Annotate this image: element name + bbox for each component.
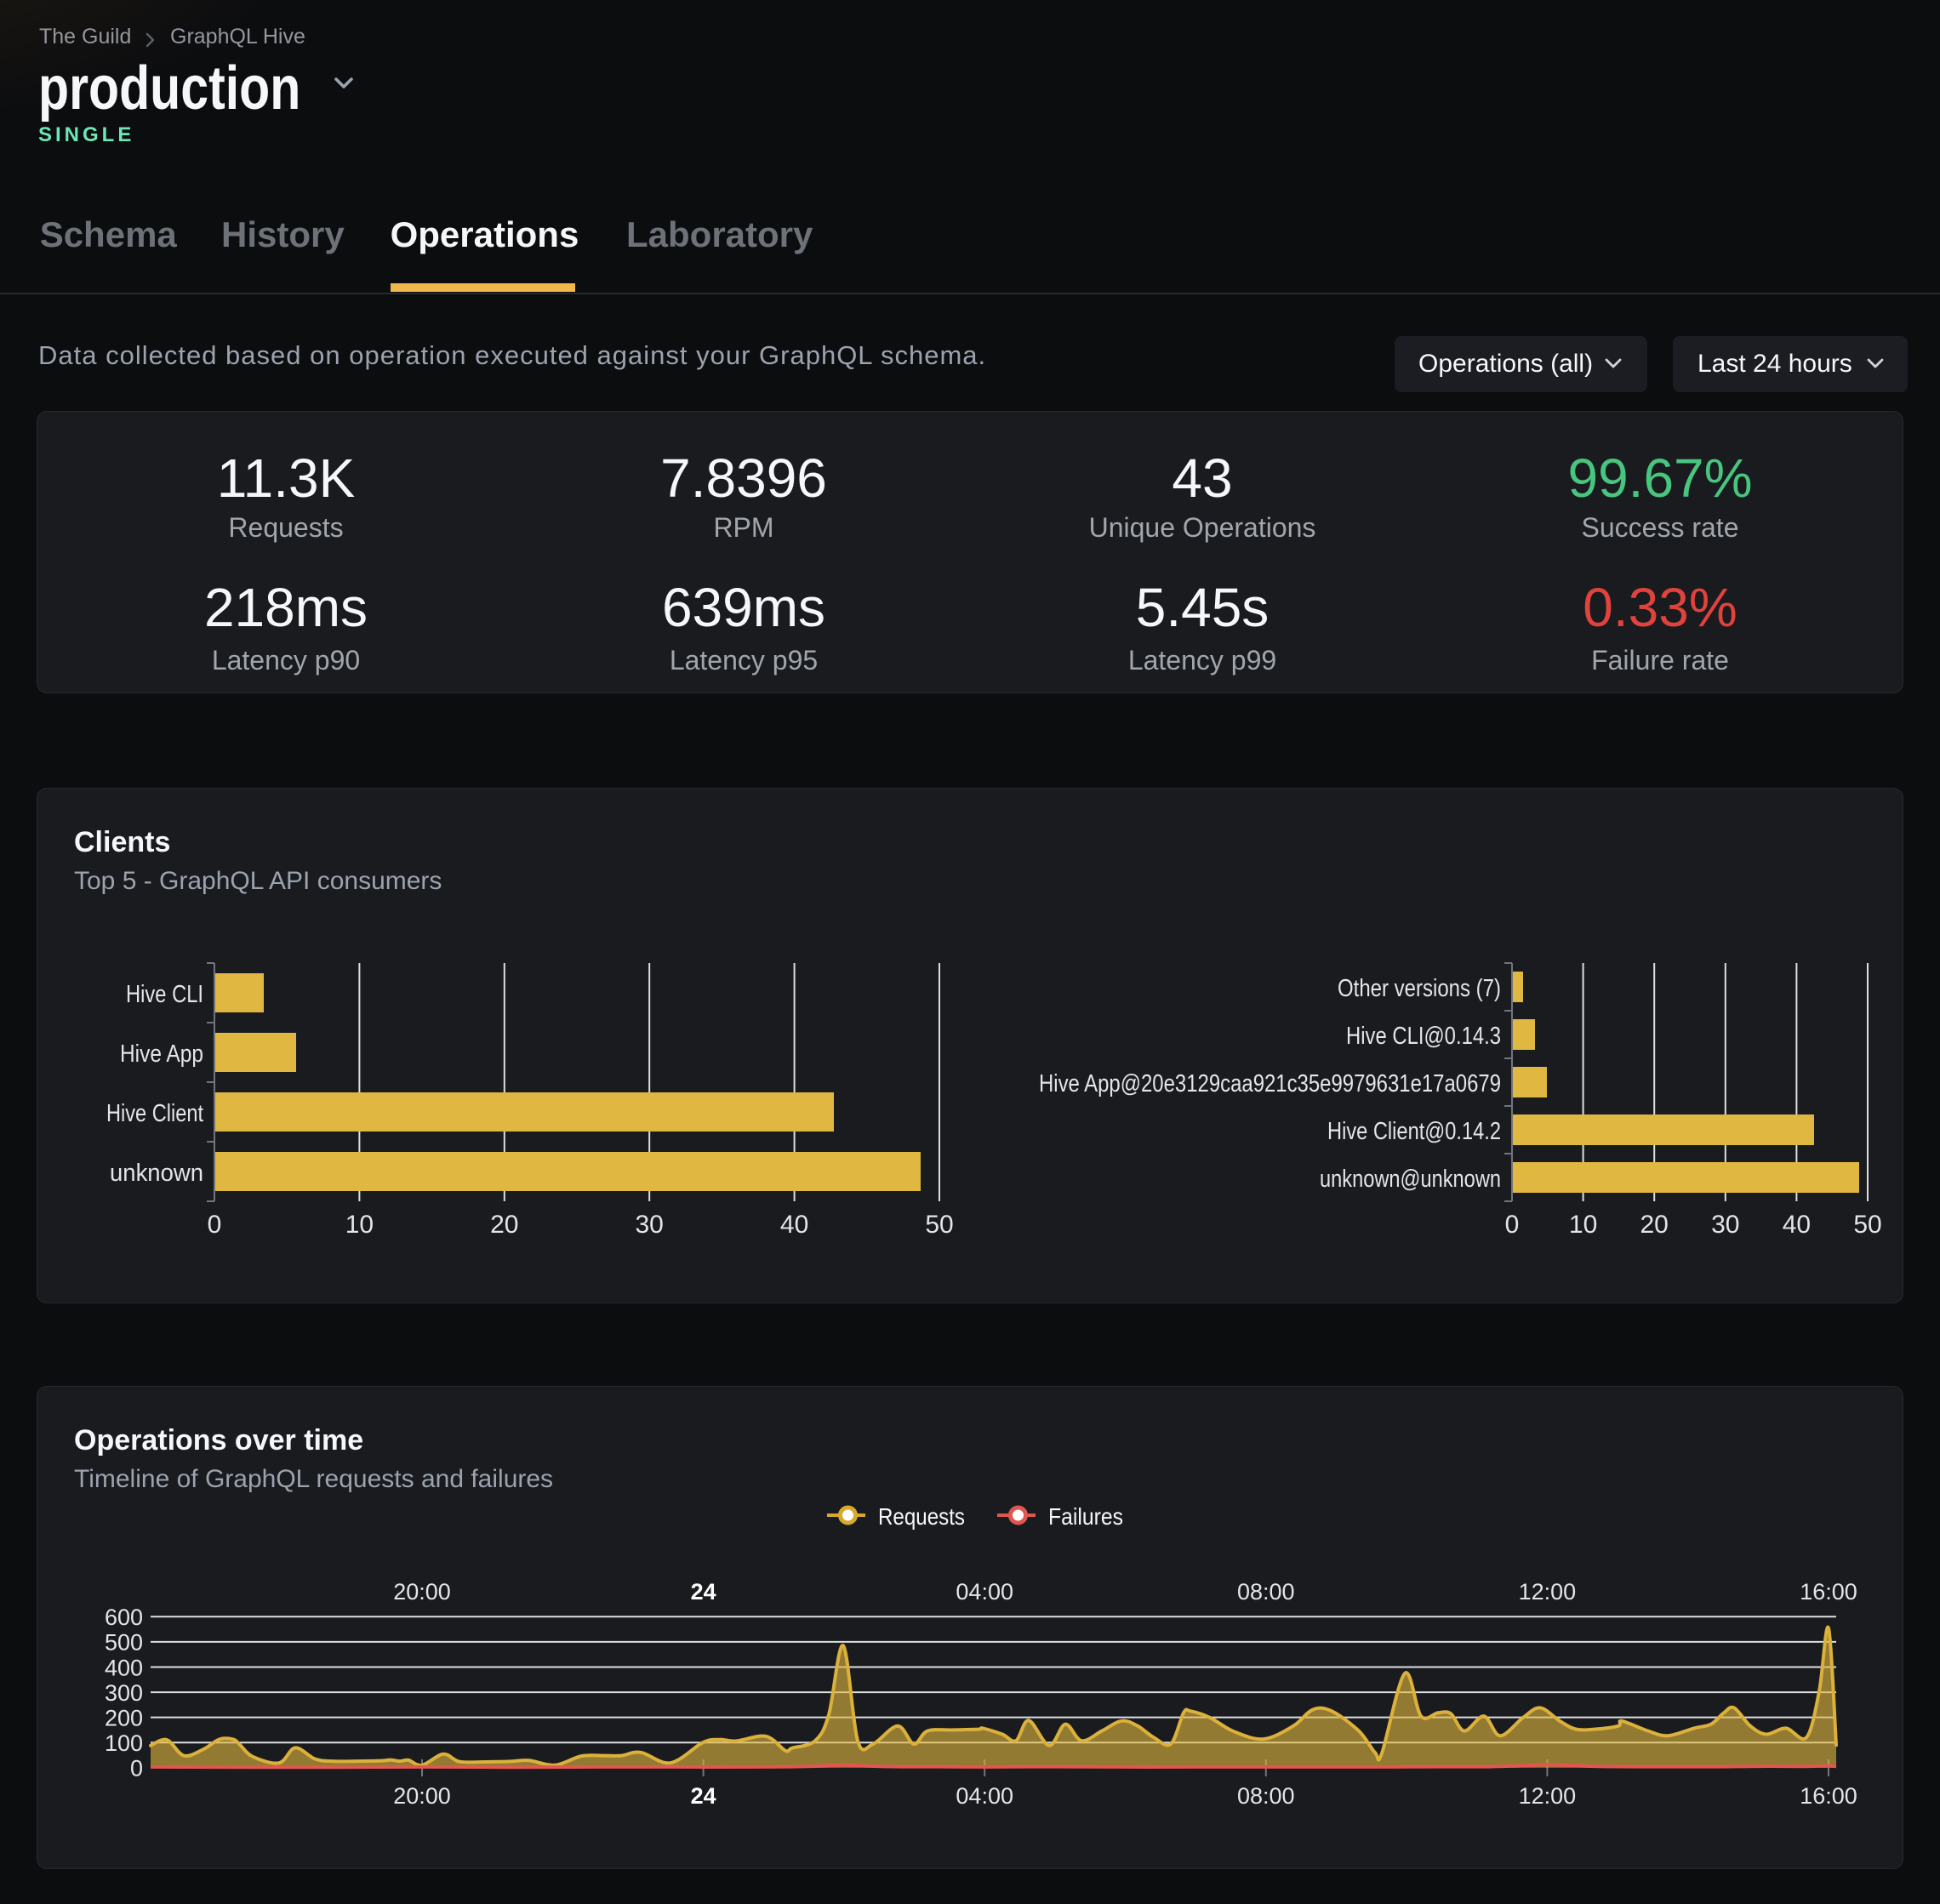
svg-text:Hive CLI: Hive CLI (126, 981, 203, 1008)
svg-text:0: 0 (208, 1211, 222, 1239)
svg-text:Hive App@20e3129caa921c35e9979: Hive App@20e3129caa921c35e9979631e17a067… (1039, 1070, 1501, 1097)
svg-text:0: 0 (130, 1756, 143, 1781)
svg-text:12:00: 12:00 (1519, 1783, 1577, 1809)
svg-text:16:00: 16:00 (1800, 1783, 1857, 1809)
svg-text:Hive App: Hive App (120, 1040, 203, 1068)
svg-text:600: 600 (105, 1605, 143, 1630)
svg-text:08:00: 08:00 (1237, 1579, 1295, 1605)
svg-text:Failures: Failures (1048, 1503, 1123, 1530)
svg-text:unknown: unknown (110, 1160, 203, 1187)
svg-text:08:00: 08:00 (1237, 1783, 1295, 1809)
svg-text:20: 20 (1640, 1211, 1669, 1239)
svg-text:30: 30 (636, 1211, 664, 1239)
svg-text:50: 50 (925, 1211, 953, 1239)
svg-text:20:00: 20:00 (393, 1579, 451, 1605)
svg-text:300: 300 (105, 1680, 143, 1706)
svg-text:Other versions (7): Other versions (7) (1338, 975, 1501, 1002)
svg-text:Hive CLI@0.14.3: Hive CLI@0.14.3 (1346, 1023, 1501, 1050)
svg-text:24: 24 (691, 1783, 716, 1809)
svg-text:12:00: 12:00 (1519, 1579, 1577, 1605)
svg-text:16:00: 16:00 (1800, 1579, 1857, 1605)
svg-text:unknown@unknown: unknown@unknown (1320, 1166, 1501, 1193)
svg-text:04:00: 04:00 (956, 1783, 1013, 1809)
svg-text:Requests: Requests (878, 1503, 965, 1530)
svg-text:400: 400 (105, 1655, 143, 1680)
svg-text:10: 10 (345, 1211, 374, 1239)
svg-text:500: 500 (105, 1630, 143, 1656)
svg-text:Hive Client@0.14.2: Hive Client@0.14.2 (1327, 1118, 1501, 1145)
svg-text:30: 30 (1711, 1211, 1739, 1239)
svg-text:20:00: 20:00 (393, 1783, 451, 1809)
svg-text:24: 24 (691, 1579, 716, 1605)
svg-text:10: 10 (1569, 1211, 1597, 1239)
svg-text:0: 0 (1505, 1211, 1520, 1239)
svg-text:100: 100 (105, 1730, 143, 1756)
svg-text:50: 50 (1853, 1211, 1881, 1239)
svg-text:40: 40 (1783, 1211, 1811, 1239)
svg-text:20: 20 (490, 1211, 518, 1239)
svg-text:04:00: 04:00 (956, 1579, 1013, 1605)
svg-text:40: 40 (780, 1211, 808, 1239)
svg-text:Hive Client: Hive Client (106, 1100, 203, 1127)
svg-text:200: 200 (105, 1705, 143, 1730)
